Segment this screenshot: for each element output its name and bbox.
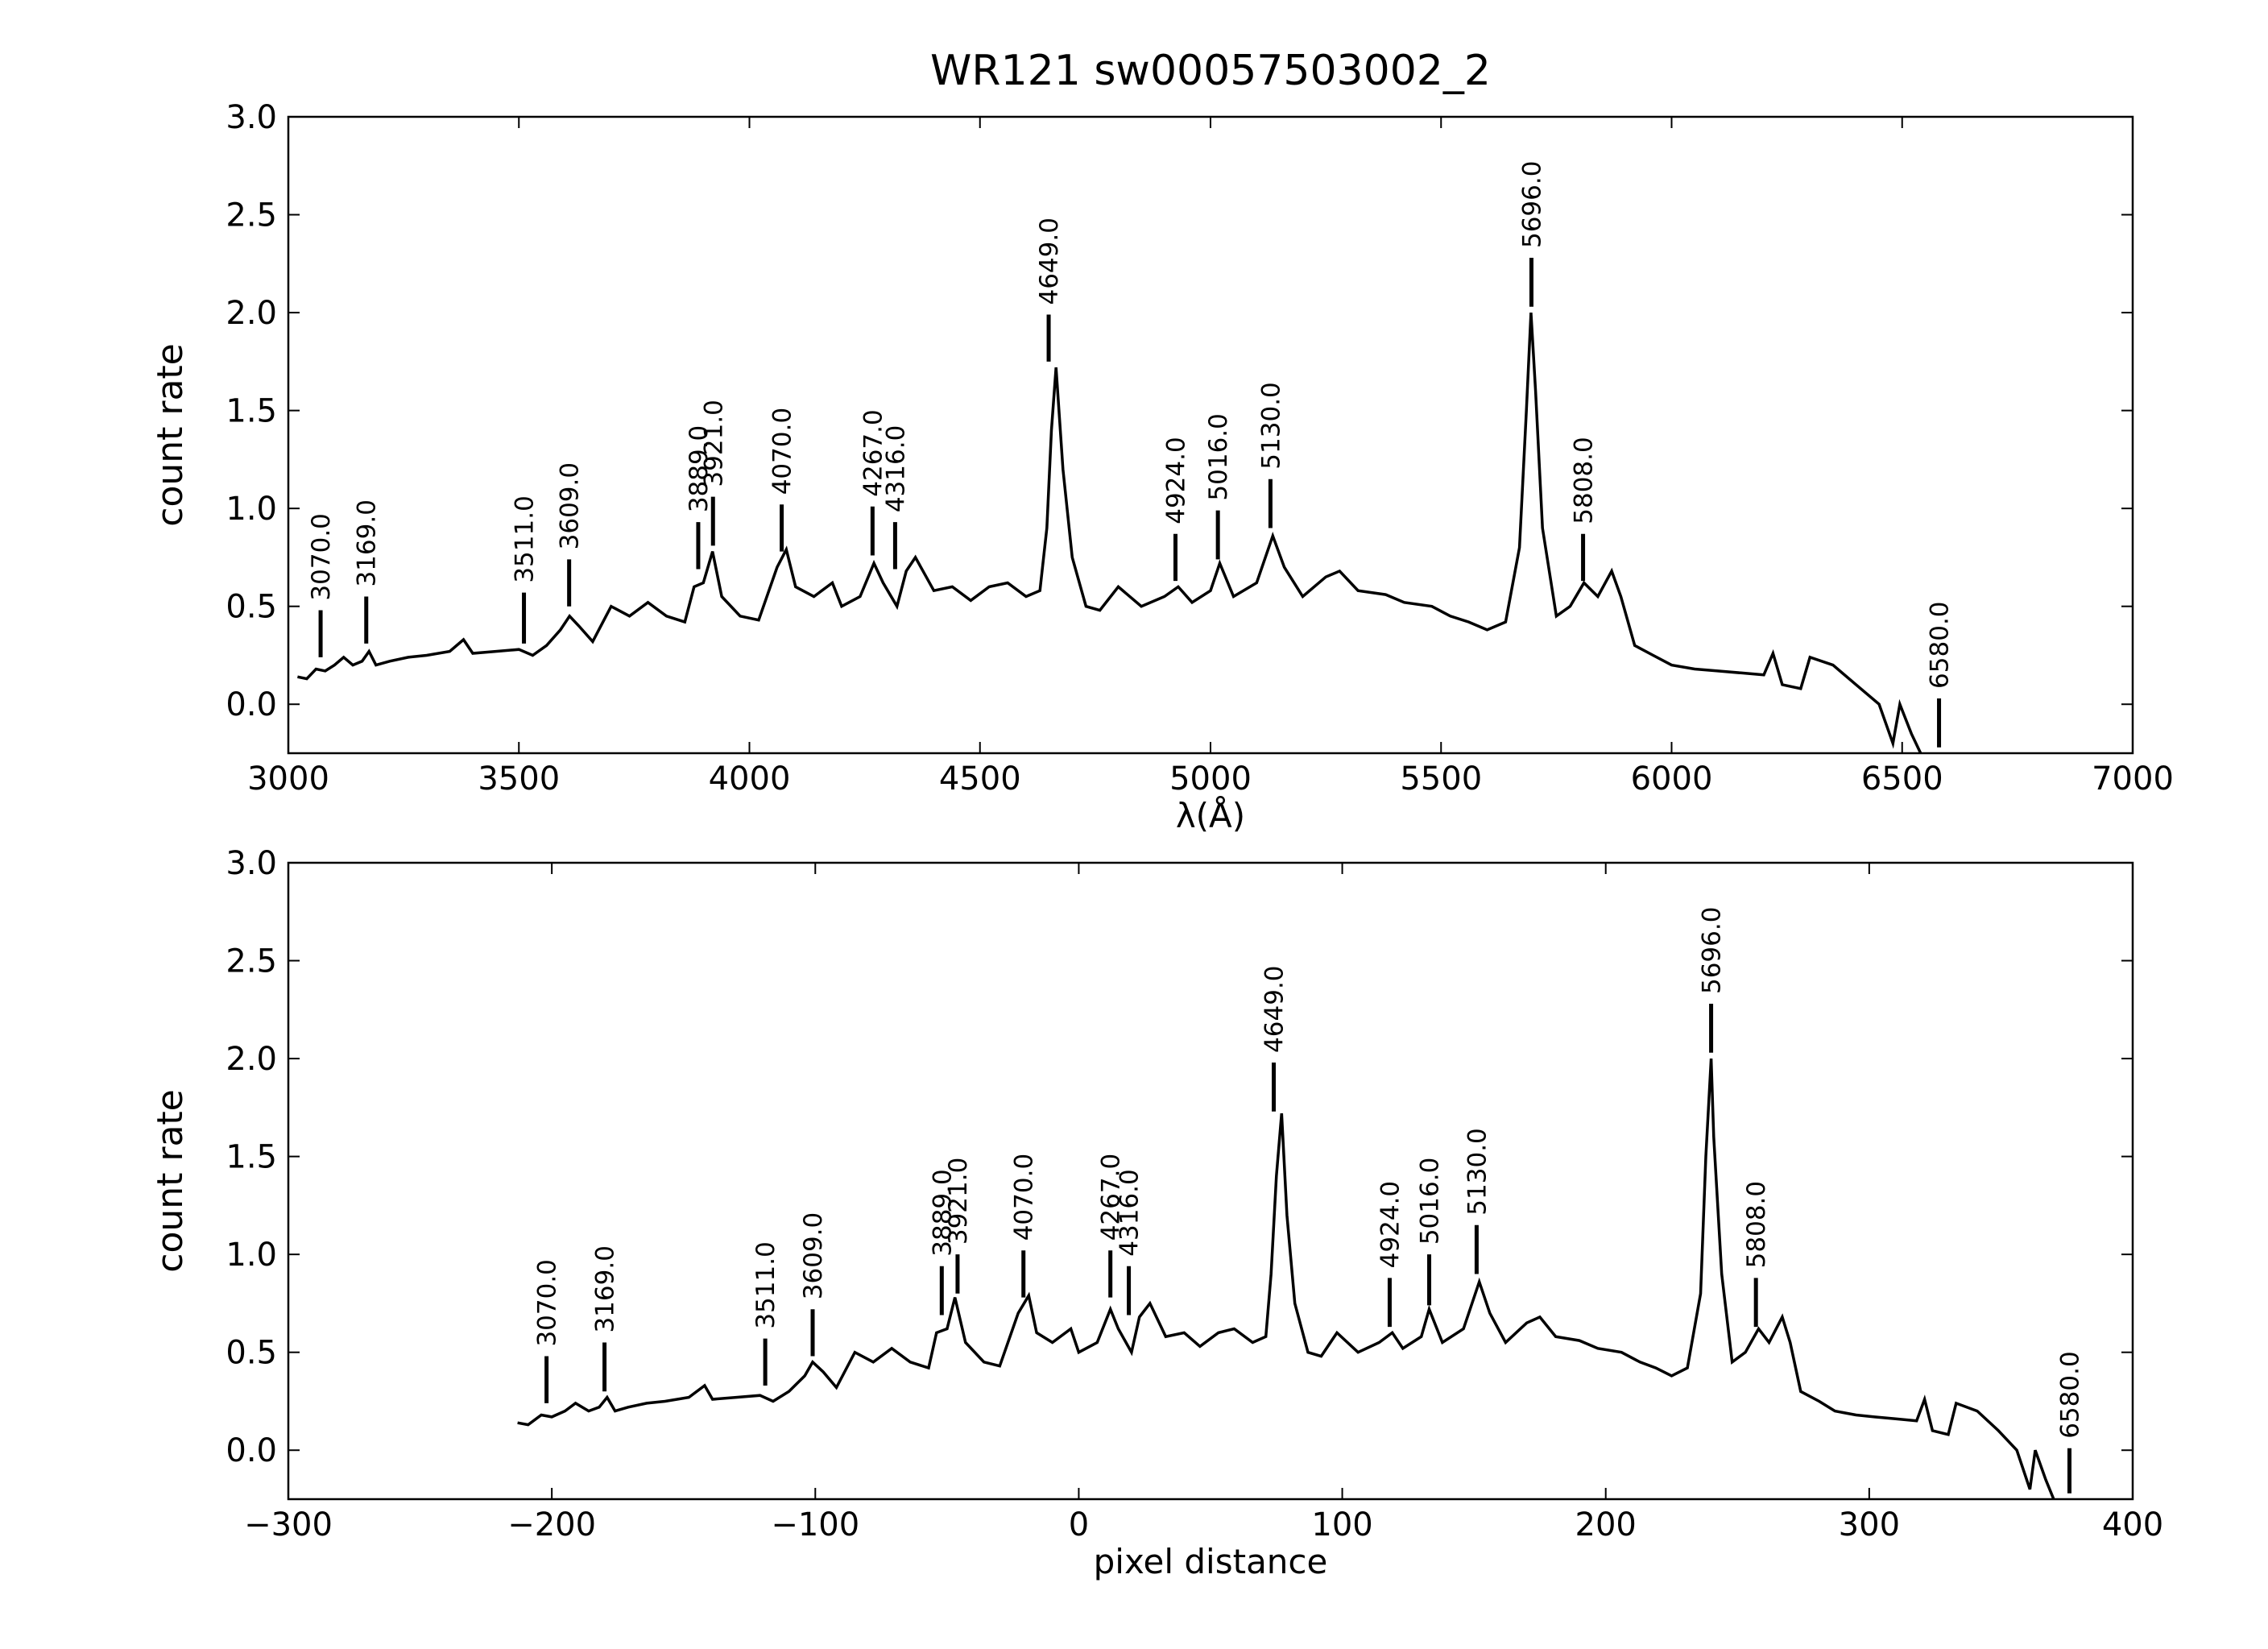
x-tick-label: 3000 (247, 760, 329, 798)
marker-label: 5696.0 (1517, 161, 1546, 248)
x-tick-label: −100 (771, 1506, 859, 1543)
y-tick-label: 1.5 (226, 393, 277, 430)
marker-label: 4070.0 (768, 408, 797, 495)
x-tick-label: 6500 (1861, 760, 1943, 798)
spectrum-line (517, 1059, 2055, 1499)
x-tick-label: 7000 (2092, 760, 2174, 798)
y-tick-label: 2.5 (226, 197, 277, 234)
x-tick-label: 4500 (939, 760, 1021, 798)
marker-label: 3921.0 (944, 1158, 973, 1245)
marker-label: 6580.0 (2055, 1351, 2084, 1438)
y-tick-label: 2.0 (226, 1041, 277, 1078)
marker-label: 4316.0 (881, 425, 910, 512)
x-tick-label: 300 (1839, 1506, 1900, 1543)
x-axis-label: pixel distance (1094, 1542, 1328, 1581)
y-tick-label: 1.5 (226, 1139, 277, 1176)
x-tick-label: 0 (1069, 1506, 1089, 1543)
y-tick-label: 2.5 (226, 943, 277, 980)
marker-label: 4924.0 (1161, 437, 1190, 524)
marker-label: 3609.0 (556, 462, 585, 549)
marker-label: 5696.0 (1698, 907, 1727, 994)
marker-label: 5130.0 (1256, 382, 1285, 469)
marker-label: 4070.0 (1010, 1154, 1039, 1241)
x-tick-label: −200 (507, 1506, 596, 1543)
x-tick-label: 100 (1311, 1506, 1372, 1543)
marker-label: 4649.0 (1260, 965, 1289, 1052)
x-tick-label: 400 (2102, 1506, 2163, 1543)
chart-title: WR121 sw00057503002_2 (930, 47, 1491, 95)
x-axis-label: λ(Å) (1176, 795, 1245, 835)
y-tick-label: 2.0 (226, 295, 277, 332)
marker-label: 3511.0 (751, 1241, 780, 1328)
marker-label: 3511.0 (511, 495, 540, 582)
y-tick-label: 0.0 (226, 686, 277, 723)
marker-label: 4267.0 (859, 409, 888, 496)
marker-label: 5808.0 (1742, 1181, 1771, 1268)
x-tick-label: −300 (244, 1506, 333, 1543)
marker-label: 3889.0 (928, 1169, 957, 1256)
marker-label: 3070.0 (533, 1259, 562, 1346)
marker-label: 3889.0 (685, 425, 714, 512)
x-tick-label: 200 (1575, 1506, 1637, 1543)
marker-label: 4924.0 (1376, 1181, 1405, 1268)
marker-label: 4316.0 (1115, 1169, 1144, 1256)
x-tick-label: 3500 (478, 760, 560, 798)
marker-label: 5808.0 (1570, 437, 1599, 524)
x-tick-label: 5500 (1400, 760, 1482, 798)
marker-label: 4267.0 (1097, 1154, 1126, 1241)
y-axis-label: count rate (150, 343, 191, 527)
y-axis-label: count rate (150, 1089, 191, 1273)
marker-label: 6580.0 (1926, 601, 1955, 688)
y-tick-label: 3.0 (226, 845, 277, 882)
y-tick-label: 1.0 (226, 491, 277, 528)
x-tick-label: 5000 (1169, 760, 1252, 798)
y-tick-label: 3.0 (226, 99, 277, 136)
y-tick-label: 0.5 (226, 1335, 277, 1372)
y-tick-label: 0.5 (226, 589, 277, 626)
marker-label: 5016.0 (1204, 413, 1233, 500)
axes-frame (287, 861, 2134, 1501)
x-tick-label: 4000 (709, 760, 791, 798)
spectrum-line (297, 312, 1922, 753)
marker-label: 5016.0 (1416, 1158, 1445, 1245)
marker-label: 3070.0 (307, 513, 336, 600)
marker-label: 3169.0 (591, 1245, 620, 1332)
marker-label: 3169.0 (353, 499, 382, 586)
marker-label: 4649.0 (1035, 218, 1064, 305)
y-tick-label: 1.0 (226, 1237, 277, 1274)
marker-label: 3609.0 (799, 1212, 828, 1299)
x-tick-label: 6000 (1631, 760, 1713, 798)
marker-label: 5130.0 (1463, 1128, 1492, 1215)
y-tick-label: 0.0 (226, 1432, 277, 1469)
marker-label: 3921.0 (699, 400, 728, 487)
